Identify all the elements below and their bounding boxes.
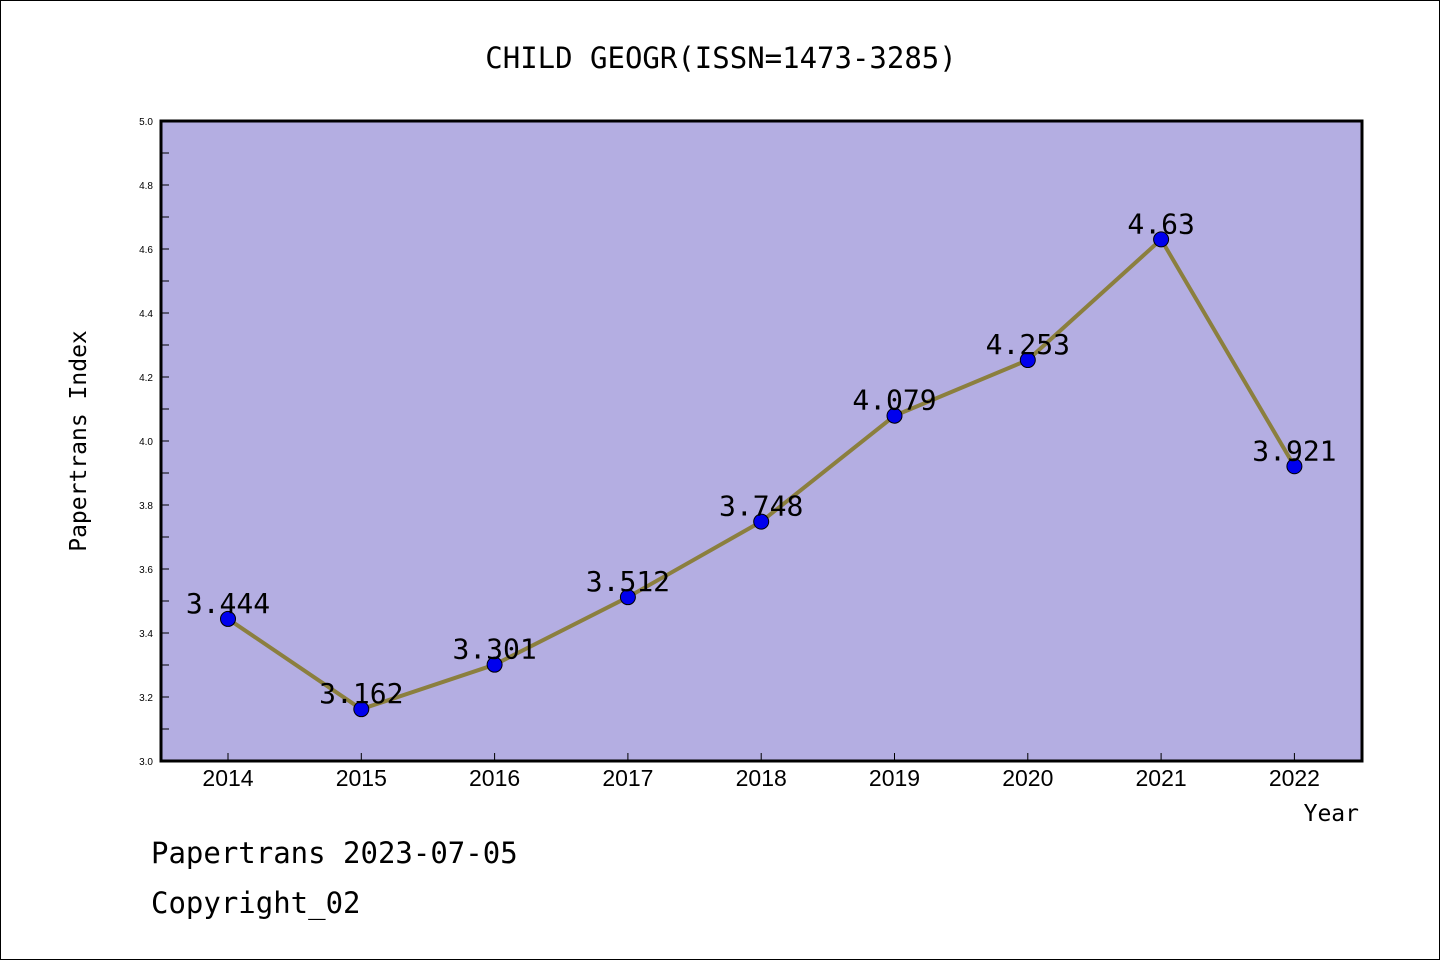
data-point bbox=[486, 656, 503, 673]
footer-copyright: Copyright_02 bbox=[151, 886, 361, 920]
y-tick-label: 4.0 bbox=[139, 437, 153, 448]
data-point bbox=[753, 513, 770, 530]
x-tick-label: 2016 bbox=[469, 765, 520, 791]
data-point bbox=[886, 407, 903, 424]
x-tick-label: 2015 bbox=[336, 765, 387, 791]
y-tick-label: 5.0 bbox=[139, 117, 153, 128]
x-tick-label: 2014 bbox=[202, 765, 253, 791]
chart-title: CHILD GEOGR(ISSN=1473-3285) bbox=[485, 41, 956, 75]
y-tick-label: 4.6 bbox=[139, 245, 153, 256]
x-tick-label: 2020 bbox=[1002, 765, 1053, 791]
x-axis: 2014 2015 2016 2017 2018 2019 2020 2021 2022 bbox=[202, 753, 1320, 791]
x-tick-label: 2018 bbox=[736, 765, 787, 791]
footer-date: Papertrans 2023-07-05 bbox=[151, 836, 518, 870]
y-tick-label: 4.4 bbox=[139, 309, 153, 320]
x-tick-label: 2019 bbox=[869, 765, 920, 791]
data-label: 4.079 bbox=[852, 384, 936, 417]
y-tick-label: 3.0 bbox=[139, 757, 153, 768]
y-axis: 3.0 3.2 3.4 3.6 3.8 4.0 4.2 4.4 4.6 4.8 5.0 bbox=[139, 117, 169, 768]
data-label: 4.63 bbox=[1127, 207, 1194, 240]
data-point bbox=[220, 610, 236, 627]
data-label: 3.921 bbox=[1252, 434, 1336, 467]
data-point bbox=[619, 589, 636, 606]
data-label: 3.444 bbox=[186, 587, 270, 620]
data-label: 3.748 bbox=[719, 490, 803, 523]
x-tick-label: 2022 bbox=[1269, 765, 1320, 791]
y-tick-label: 3.8 bbox=[139, 501, 153, 512]
y-tick-label: 3.2 bbox=[139, 693, 153, 704]
x-tick-label: 2021 bbox=[1136, 765, 1187, 791]
y-axis-label: Papertrans Index bbox=[66, 330, 92, 552]
y-tick-label: 3.6 bbox=[139, 565, 153, 576]
y-tick-label: 4.2 bbox=[139, 373, 153, 384]
data-labels: 3.444 3.162 3.301 3.512 3.748 4.079 4.253 4.63 3… bbox=[186, 207, 1337, 710]
y-tick-label: 4.8 bbox=[139, 181, 153, 192]
data-label: 3.301 bbox=[452, 633, 536, 666]
data-point bbox=[1153, 231, 1170, 248]
data-point bbox=[1019, 352, 1036, 369]
data-point bbox=[1286, 458, 1303, 475]
data-point bbox=[353, 701, 370, 718]
data-label: 3.512 bbox=[586, 565, 670, 598]
data-label: 4.253 bbox=[986, 328, 1070, 361]
data-label: 3.162 bbox=[319, 677, 403, 710]
y-tick-label: 3.4 bbox=[139, 629, 153, 640]
data-points bbox=[220, 231, 1303, 718]
plot-area bbox=[159, 119, 1364, 763]
x-tick-label: 2017 bbox=[602, 765, 653, 791]
x-axis-label: Year bbox=[1304, 801, 1359, 827]
